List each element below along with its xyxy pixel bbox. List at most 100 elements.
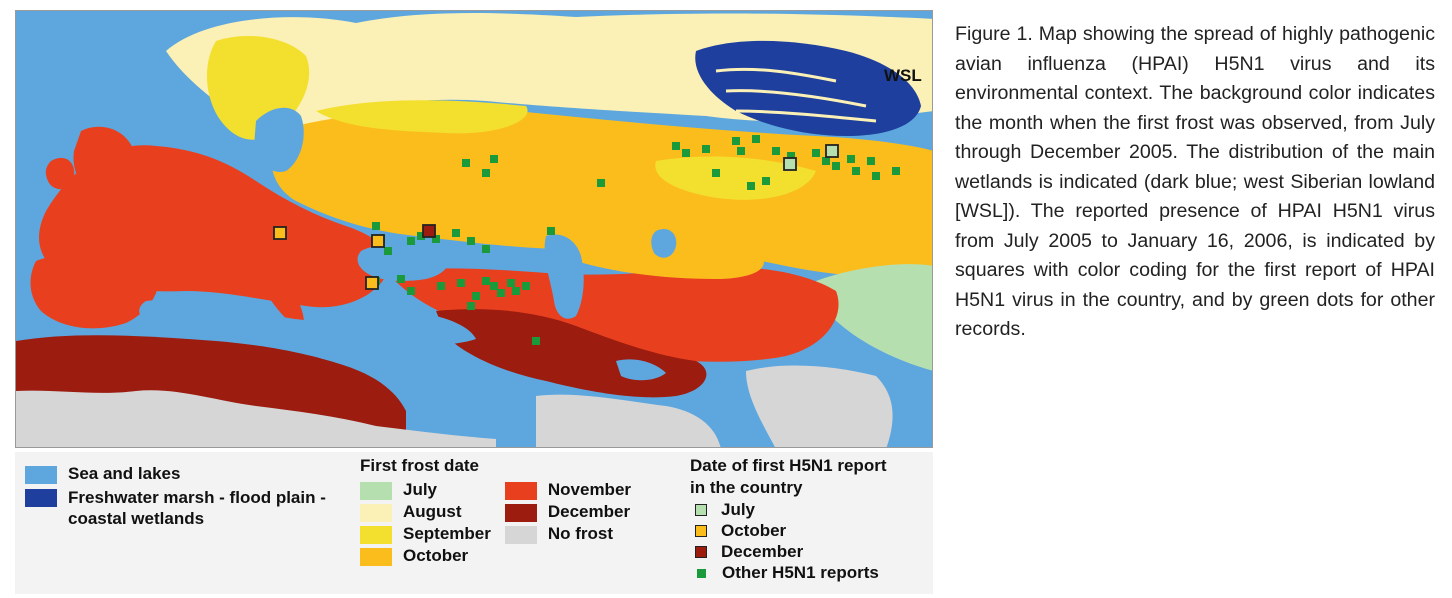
other-report-dot [547, 227, 555, 235]
other-report-dot [462, 159, 470, 167]
other-report-dot [467, 302, 475, 310]
persian-gulf [616, 359, 666, 381]
figure-caption: Figure 1. Map showing the spread of high… [955, 23, 1435, 340]
map-graphic [16, 11, 932, 447]
caspian-sea [544, 234, 584, 319]
other-report-dot [712, 169, 720, 177]
report-other-dot [697, 569, 706, 578]
other-report-dot [787, 152, 795, 160]
other-report-dot [532, 337, 540, 345]
other-report-dot [482, 169, 490, 177]
frost-nofrost: No frost [504, 524, 631, 546]
other-report-dot [772, 147, 780, 155]
november-swatch [504, 482, 537, 500]
other-report-dot [892, 167, 900, 175]
july-swatch [360, 482, 392, 500]
frost-nofrost-label: No frost [547, 524, 614, 543]
frost-november-label: November [547, 480, 632, 499]
report-markers [273, 135, 900, 345]
report-july-square [695, 504, 707, 516]
report-title-line2: in the country [690, 478, 803, 497]
september-region-2 [655, 156, 816, 200]
other-report-dot [372, 222, 380, 230]
other-report-dot [737, 147, 745, 155]
baltic-sea [254, 107, 304, 172]
nofrost-swatch [504, 526, 537, 544]
october-swatch [360, 548, 392, 566]
september-swatch [360, 526, 392, 544]
legend-frost-group: First frost date July August September O… [360, 456, 631, 568]
frost-july: July [360, 480, 491, 502]
other-report-dot [847, 155, 855, 163]
legend-water-group: Sea and lakes Freshwater marsh - flood p… [25, 464, 326, 529]
other-report-dot [472, 292, 480, 300]
other-report-dot [397, 275, 405, 283]
report-other: Other H5N1 reports [690, 563, 886, 584]
august-swatch [360, 504, 392, 522]
map-legend: Sea and lakes Freshwater marsh - flood p… [15, 452, 933, 594]
other-report-dot [852, 167, 860, 175]
red-sea [486, 369, 516, 447]
other-report-dot [682, 149, 690, 157]
frost-col-2: November December No frost [504, 480, 632, 568]
legend-report-group: Date of first H5N1 report in the country… [690, 456, 886, 584]
frost-october: October [360, 546, 491, 568]
frost-title: First frost date [360, 456, 480, 475]
frost-november: November [504, 480, 632, 502]
other-report-dot [457, 279, 465, 287]
other-report-dot [762, 177, 770, 185]
report-october-label: October [721, 521, 787, 540]
other-report-dot [490, 282, 498, 290]
frost-september: September [360, 524, 491, 546]
other-report-dot [672, 142, 680, 150]
report-july-label: July [721, 500, 756, 519]
first-report-square [371, 234, 385, 248]
nofrost-sahara [16, 390, 496, 447]
first-report-square [783, 157, 797, 171]
frost-august-label: August [403, 502, 462, 521]
frost-september-label: September [403, 524, 491, 543]
sea-label: Sea and lakes [68, 464, 181, 483]
other-report-dot [597, 179, 605, 187]
first-report-square [422, 224, 436, 238]
mediterranean-sea [139, 299, 476, 346]
frost-december: December [504, 502, 631, 524]
frost-col-1: July August September October [360, 480, 491, 568]
wsl-wetland-texture [715, 67, 877, 123]
aral-sea [651, 228, 677, 258]
other-report-dot [507, 279, 515, 287]
black-sea [357, 241, 450, 281]
other-report-dot [407, 287, 415, 295]
iberia [30, 252, 160, 329]
report-december-square [695, 546, 707, 558]
other-report-dot [384, 247, 392, 255]
other-report-dot [812, 149, 820, 157]
report-december: December [690, 542, 886, 563]
central-asia-october [576, 235, 764, 279]
report-july: July [690, 500, 886, 521]
report-other-label: Other H5N1 reports [722, 563, 879, 582]
first-report-square [825, 144, 839, 158]
other-report-dot [407, 237, 415, 245]
wetland-swatch [25, 489, 57, 507]
frost-july-label: July [403, 480, 438, 499]
nofrost-arabia [536, 394, 721, 447]
ireland [45, 157, 75, 190]
september-region-1 [316, 100, 528, 134]
other-report-dot [832, 162, 840, 170]
other-report-dot [732, 137, 740, 145]
wetland-label: Freshwater marsh - flood plain - coastal… [68, 487, 326, 529]
frost-august: August [360, 502, 491, 524]
italy [245, 255, 304, 329]
other-report-dot [432, 235, 440, 243]
other-report-dot [467, 237, 475, 245]
other-report-dot [752, 135, 760, 143]
legend-sea: Sea and lakes [25, 464, 326, 487]
map-panel: WSL [15, 10, 933, 448]
wetland-label-line2: coastal wetlands [68, 509, 205, 528]
other-report-dot [512, 287, 520, 295]
report-october: October [690, 521, 886, 542]
other-report-dot [497, 289, 505, 297]
nofrost-india [746, 365, 893, 447]
wetland-label-line1: Freshwater marsh - flood plain - [68, 488, 326, 507]
